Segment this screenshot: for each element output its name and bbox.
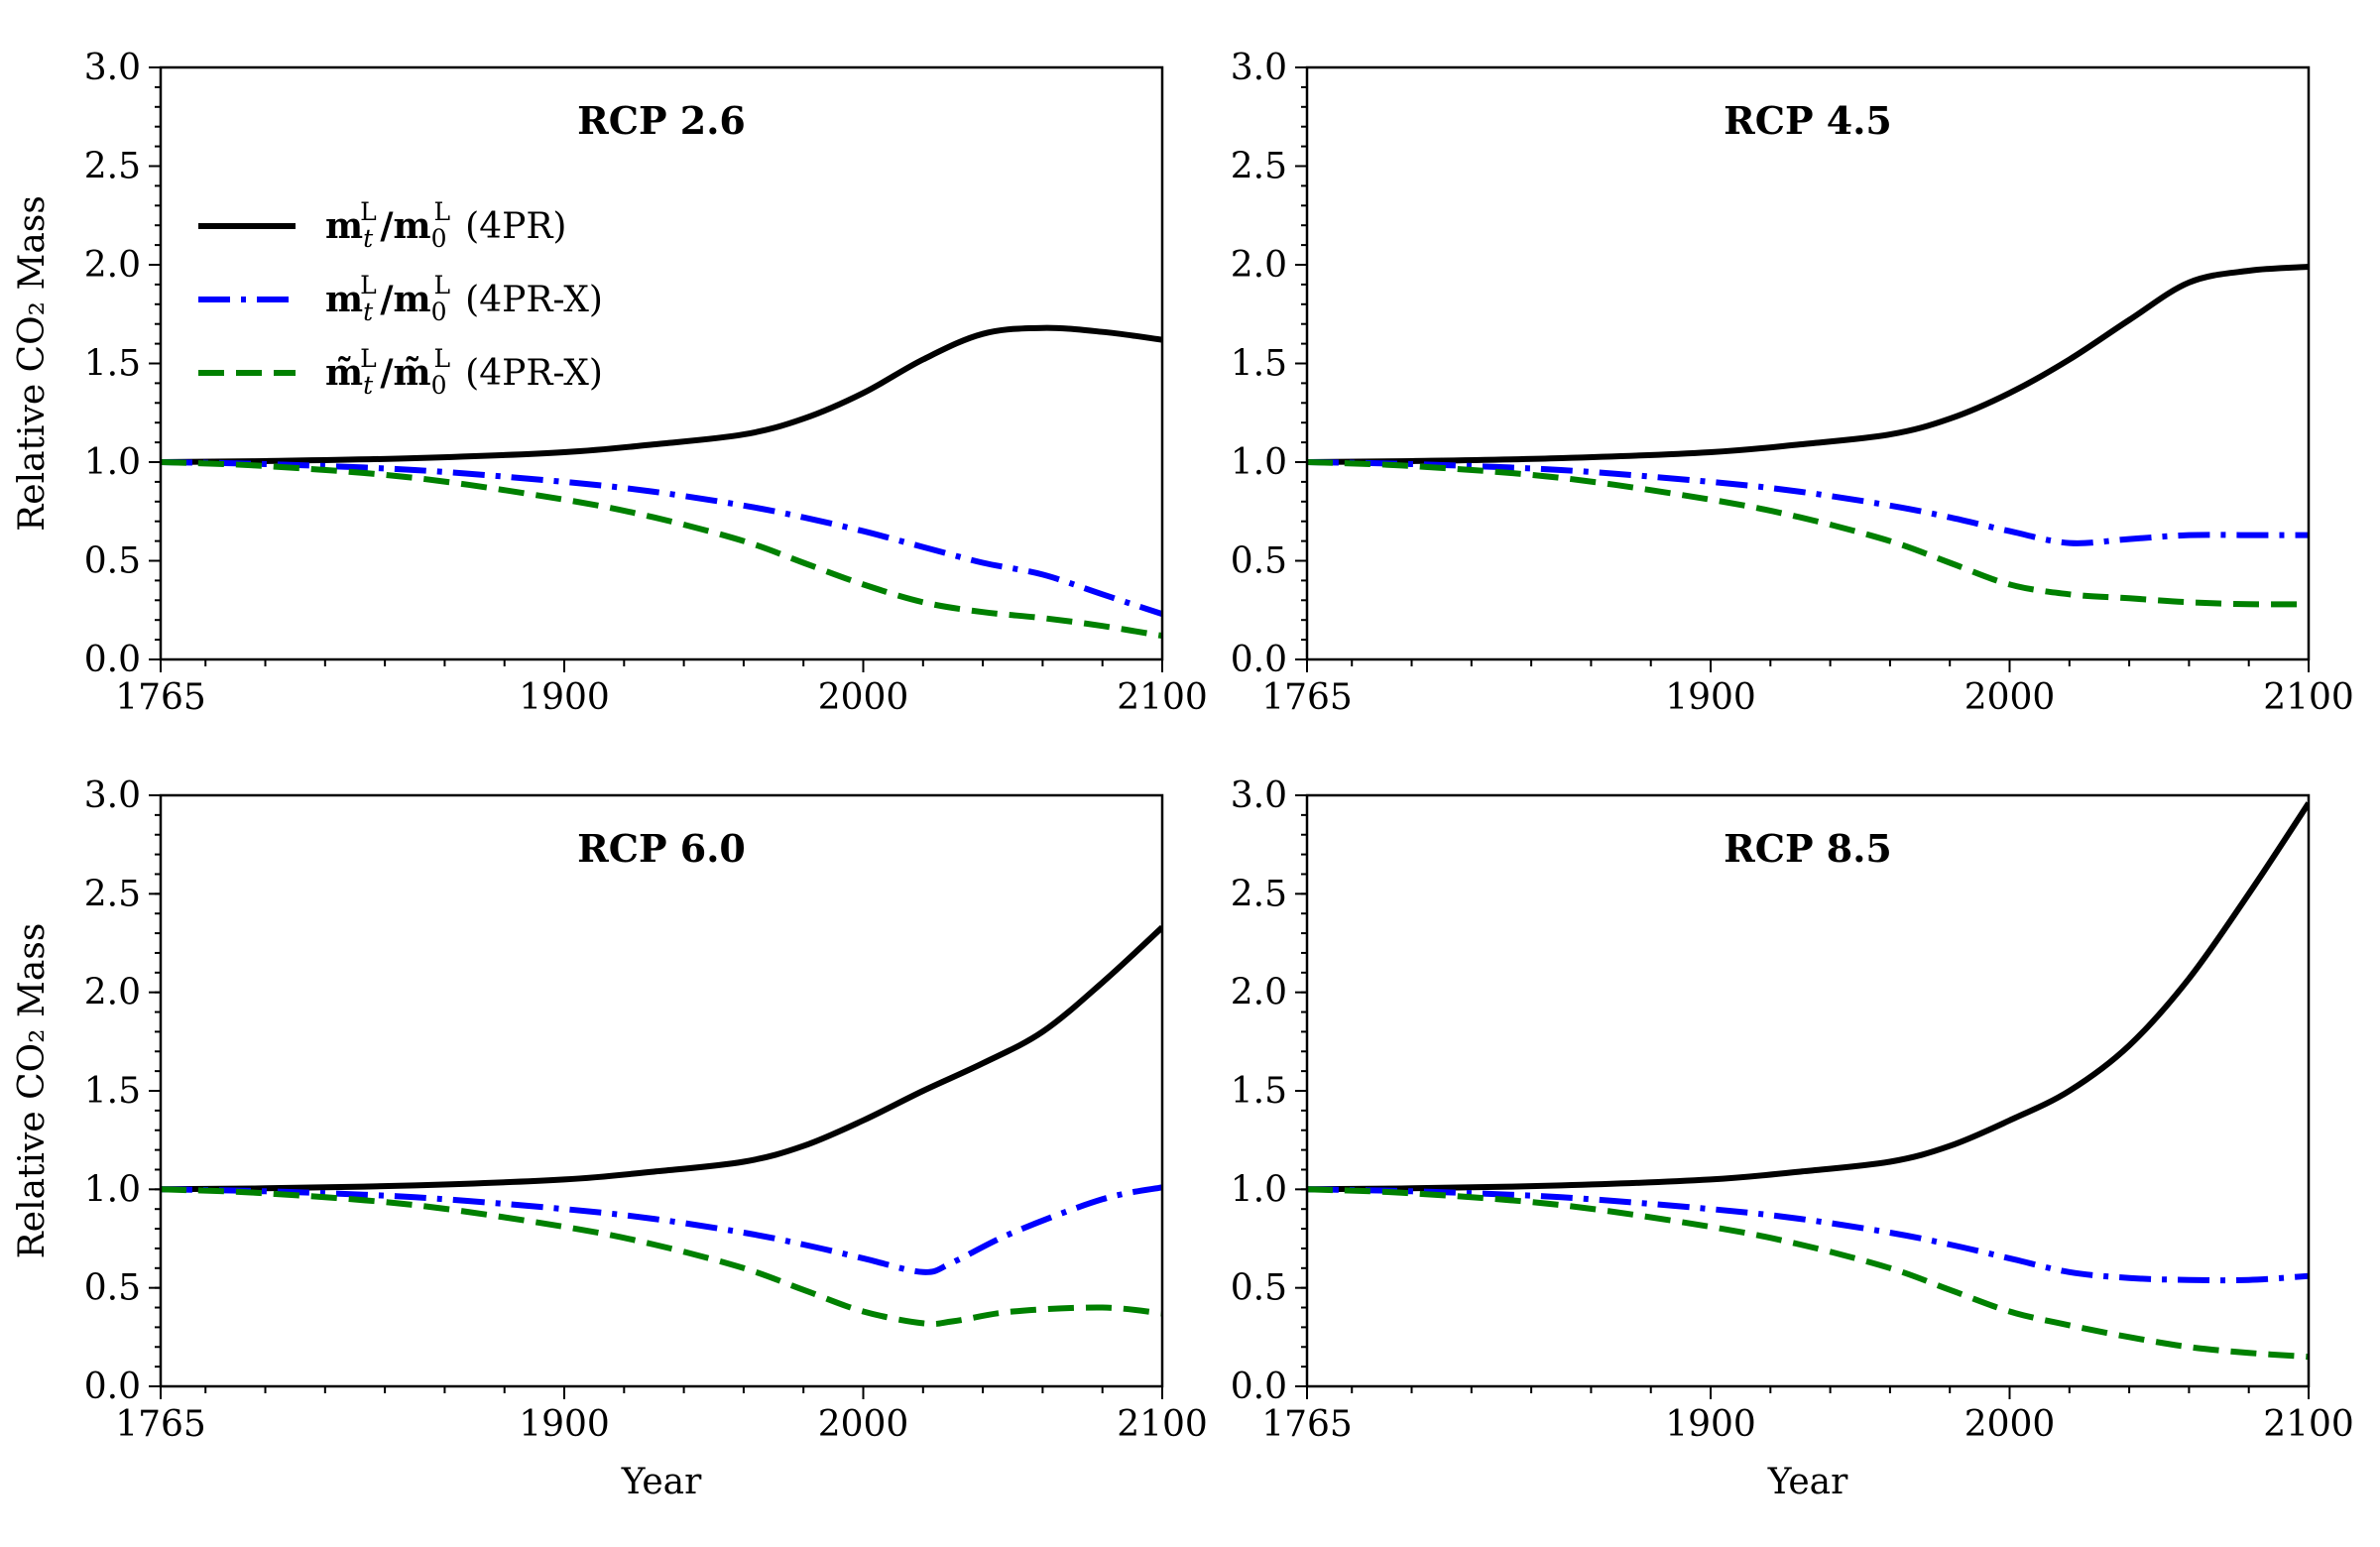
panel-3: 0.0 0.5 1.0 1.5 2.0 2.5 3.0 1765 1900 2000 2100 RCP… [12, 775, 1208, 1502]
y-tick-label: 0.0 [1231, 640, 1287, 680]
y-tick-label: 1.0 [84, 442, 141, 483]
y-tick-label: 0.0 [84, 640, 141, 680]
panel-title: RCP 6.0 [577, 826, 746, 871]
y-tick-label: 3.0 [84, 48, 141, 88]
x-tick-label: 2100 [2263, 677, 2354, 718]
y-axis-label: Relative CO₂ Mass [12, 195, 53, 532]
y-tick-label: 3.0 [1231, 48, 1287, 88]
x-tick-label: 2100 [1117, 1404, 1208, 1445]
x-tick-label: 1900 [1665, 1404, 1756, 1445]
y-tick-label: 0.5 [84, 541, 141, 582]
panel-2: 0.0 0.5 1.0 1.5 2.0 2.5 3.0 1765 1900 2000 2100 RCP… [1231, 48, 2354, 718]
y-tick-label: 2.0 [84, 973, 141, 1013]
y-tick-label: 1.0 [84, 1169, 141, 1210]
series-line-dashdot [1307, 459, 2309, 546]
y-tick-label: 2.0 [1231, 973, 1287, 1013]
x-tick-label: 1765 [1261, 677, 1353, 718]
legend-label: mtL /m0L (4PR-X) [325, 271, 603, 326]
y-tick-label: 3.0 [84, 775, 141, 816]
plot-frame [1305, 793, 2311, 1388]
y-tick-label: 2.0 [84, 245, 141, 286]
x-tick-label: 1765 [115, 677, 206, 718]
y-tick-label: 0.0 [1231, 1367, 1287, 1407]
panel-title: RCP 2.6 [577, 98, 746, 143]
x-tick-label: 1900 [519, 1404, 610, 1445]
y-tick-label: 2.5 [1231, 874, 1287, 914]
x-tick-label: 2000 [818, 677, 909, 718]
series-line-dashed [161, 1186, 1162, 1328]
series-line-solid [161, 324, 1162, 465]
legend: mtL /m0L (4PR) mtL /m0L (4PR-X) m̃tL /m̃0L… [198, 197, 603, 400]
y-tick-label: 0.0 [84, 1367, 141, 1407]
x-tick-label: 1765 [115, 1404, 206, 1445]
series-line-dashed [1307, 459, 2309, 608]
y-tick-label: 1.0 [1231, 1169, 1287, 1210]
plot-frame [159, 793, 1164, 1388]
series-line-solid [1307, 801, 2309, 1193]
y-tick-label: 2.0 [1231, 245, 1287, 286]
panel-title: RCP 4.5 [1724, 98, 1892, 143]
y-tick-label: 2.5 [1231, 147, 1287, 187]
plot-frame [159, 65, 1164, 661]
series-line-dashdot [161, 1184, 1162, 1275]
y-tick-label: 0.5 [1231, 541, 1287, 582]
y-tick-label: 1.5 [84, 1071, 141, 1112]
x-axis-label: Year [621, 1462, 702, 1502]
panel-1: 0.0 0.5 1.0 1.5 2.0 2.5 3.0 1765 1900 2000 2100 RCP… [12, 48, 1208, 718]
legend-label: m̃tL /m̃0L (4PR-X) [325, 344, 603, 400]
y-tick-label: 2.5 [84, 874, 141, 914]
panel-title: RCP 8.5 [1724, 826, 1892, 871]
x-tick-label: 1900 [1665, 677, 1756, 718]
x-tick-label: 2000 [818, 1404, 909, 1445]
series-line-dashed [1307, 1186, 2309, 1361]
x-tick-label: 1900 [519, 677, 610, 718]
y-tick-label: 2.5 [84, 147, 141, 187]
y-tick-label: 3.0 [1231, 775, 1287, 816]
series-line-dashdot [1307, 1186, 2309, 1284]
x-tick-label: 2100 [1117, 677, 1208, 718]
series-line-dashed [161, 459, 1162, 640]
x-tick-label: 2100 [2263, 1404, 2354, 1445]
series-line-dashdot [161, 459, 1162, 618]
x-tick-label: 2000 [1964, 677, 2056, 718]
plot-frame [1305, 65, 2311, 661]
y-tick-label: 1.5 [84, 344, 141, 385]
series-line-solid [161, 924, 1162, 1193]
x-tick-label: 1765 [1261, 1404, 1353, 1445]
y-tick-label: 0.5 [84, 1268, 141, 1309]
x-tick-label: 2000 [1964, 1404, 2056, 1445]
panel-4: 0.0 0.5 1.0 1.5 2.0 2.5 3.0 1765 1900 2000 2100 RCP… [1231, 775, 2354, 1502]
series-line-solid [1307, 264, 2309, 465]
y-tick-label: 1.5 [1231, 1071, 1287, 1112]
y-tick-label: 1.0 [1231, 442, 1287, 483]
y-axis-label: Relative CO₂ Mass [12, 923, 53, 1259]
x-axis-label: Year [1767, 1462, 1848, 1502]
y-tick-label: 1.5 [1231, 344, 1287, 385]
legend-label: mtL /m0L (4PR) [325, 197, 566, 253]
y-tick-label: 0.5 [1231, 1268, 1287, 1309]
